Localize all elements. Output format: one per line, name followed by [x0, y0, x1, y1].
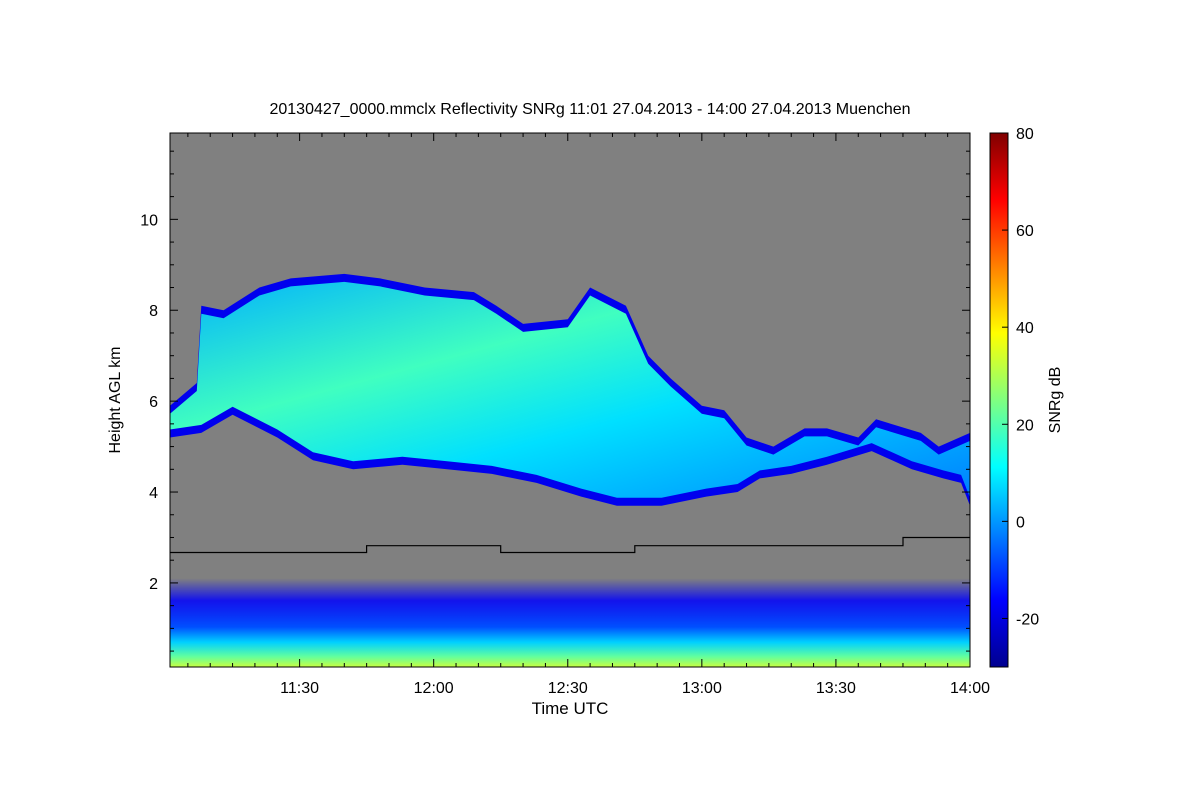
colorbar-label: SNRg dB: [1047, 367, 1064, 434]
x-tick-label: 13:00: [682, 680, 722, 697]
colorbar-ticks: -20 0 20 40 60 80: [1002, 126, 1039, 628]
y-tick-label: 4: [149, 485, 158, 502]
y-tick-label: 6: [149, 394, 158, 411]
colorbar-tick-label: -20: [1016, 611, 1039, 628]
cloud-base-line: [170, 536, 970, 554]
colorbar-tick-label: 60: [1016, 223, 1034, 240]
cloud-echo-core: [170, 281, 970, 498]
x-tick-label: 11:30: [280, 680, 319, 697]
x-tick-label: 14:00: [950, 680, 990, 697]
x-tick-label: 13:30: [816, 680, 856, 697]
colorbar-tick-label: 80: [1016, 126, 1034, 143]
y-tick-label: 10: [140, 212, 158, 229]
colorbar: [989, 132, 1009, 668]
plot-frame: [169, 132, 971, 668]
colorbar-tick-label: 40: [1016, 320, 1034, 337]
y-axis: 2 4 6 8 10: [140, 150, 970, 652]
x-tick-label: 12:30: [548, 680, 588, 697]
y-axis-label: Height AGL km: [107, 346, 124, 453]
x-tick-label: 12:00: [414, 680, 454, 697]
y-tick-label: 2: [149, 576, 158, 593]
x-axis: 11:30 12:00 12:30 13:00 13:30 14:00: [187, 133, 990, 697]
y-tick-label: 8: [149, 303, 158, 320]
x-axis-label: Time UTC: [532, 699, 609, 718]
chart-title: 20130427_0000.mmclx Reflectivity SNRg 11…: [269, 101, 910, 118]
colorbar-tick-label: 0: [1016, 514, 1025, 531]
colorbar-tick-label: 20: [1016, 417, 1034, 434]
boundary-layer-echo: [170, 578, 970, 667]
